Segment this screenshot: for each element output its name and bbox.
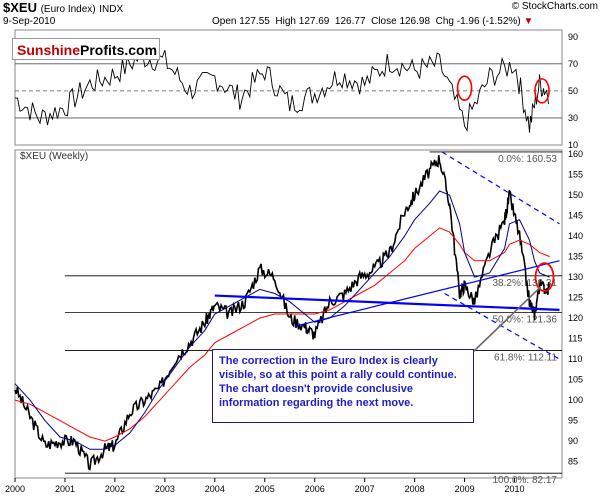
price-y-tick-label: 155 — [568, 170, 583, 180]
copyright: © StockCharts.com — [511, 1, 598, 12]
logo-part-1: Sunshine — [17, 42, 81, 58]
price-panel-label: $XEU (Weekly) — [20, 151, 88, 162]
chg-label: Chg — [435, 16, 454, 27]
rsi-highlight-circle — [456, 75, 473, 101]
rsi-y-tick-label: 70 — [568, 59, 578, 69]
open-value: 127.55 — [239, 16, 270, 27]
trendline — [214, 294, 560, 311]
rsi-y-tick-label: 90 — [568, 32, 578, 42]
trendline — [294, 260, 560, 327]
rsi-line — [14, 49, 549, 133]
logo-part-2: Profits.com — [80, 42, 158, 58]
x-tick-label: 2002 — [105, 484, 125, 494]
x-tick-label: 2008 — [405, 484, 425, 494]
moving-average-short — [14, 190, 550, 450]
fib-label: 0.0%: 160.53 — [498, 154, 557, 165]
high-value: 127.69 — [298, 16, 330, 27]
price-y-tick-label: 160 — [568, 149, 583, 159]
price-y-tick-label: 85 — [568, 457, 578, 467]
sunshine-profits-logo: SunshineProfits.com — [12, 38, 160, 60]
low-value: 126.77 — [334, 16, 366, 27]
x-tick-label: 2000 — [5, 484, 25, 494]
chart-date: 9-Sep-2010 — [3, 16, 56, 27]
down-arrow-icon: ▼ — [523, 16, 534, 27]
x-tick-label: 2010 — [505, 484, 525, 494]
price-y-tick-label: 105 — [568, 375, 583, 385]
price-y-tick-label: 115 — [568, 334, 582, 344]
trendline — [441, 151, 560, 225]
x-tick-label: 2001 — [55, 484, 75, 494]
high-label: High — [275, 16, 296, 27]
price-y-tick-label: 95 — [568, 416, 578, 426]
close-label: Close — [371, 16, 397, 27]
rsi-y-tick-label: 10 — [568, 140, 578, 150]
price-y-tick-label: 110 — [568, 354, 582, 364]
x-tick-label: 2005 — [255, 484, 275, 494]
x-tick-label: 2007 — [355, 484, 375, 494]
price-y-tick-label: 145 — [568, 211, 583, 221]
price-y-tick-label: 120 — [568, 313, 583, 323]
price-highlight-circle — [534, 262, 555, 293]
moving-average-long — [14, 227, 550, 442]
symbol-title: $XEU (Euro Index) INDX — [3, 0, 123, 15]
x-tick-label: 2003 — [155, 484, 175, 494]
chg-value: -1.96 (-1.52%) — [456, 16, 521, 27]
price-y-tick-label: 140 — [568, 231, 583, 241]
price-line — [14, 155, 551, 471]
close-value: 126.98 — [399, 16, 431, 27]
open-label: Open — [212, 16, 237, 27]
x-tick-label: 2006 — [305, 484, 325, 494]
quote-line: Open 127.55 High 127.69 126.77 Close 126… — [212, 16, 533, 27]
fib-label: 100.0%: 82.17 — [493, 475, 558, 486]
index-name: (Euro Index) — [40, 4, 96, 15]
exchange: INDX — [99, 4, 124, 15]
fib-label: 50.0%: 121.36 — [493, 315, 558, 326]
annotation-box: The correction in the Euro Index is clea… — [212, 349, 474, 423]
fib-label: 38.2%: 130.31 — [493, 278, 558, 289]
price-y-tick-label: 90 — [568, 436, 578, 446]
price-y-tick-label: 135 — [568, 252, 583, 262]
symbol: $XEU — [3, 0, 37, 15]
price-y-tick-label: 125 — [568, 293, 583, 303]
trendline — [444, 292, 560, 360]
rsi-highlight-circle — [534, 78, 550, 104]
x-tick-label: 2004 — [205, 484, 225, 494]
price-y-tick-label: 100 — [568, 395, 583, 405]
x-tick-label: 2009 — [455, 484, 475, 494]
rsi-y-tick-label: 30 — [568, 113, 578, 123]
price-y-tick-label: 130 — [568, 272, 583, 282]
price-y-tick-label: 150 — [568, 190, 583, 200]
rsi-y-tick-label: 50 — [568, 86, 578, 96]
fib-label: 61.8%: 112.11 — [494, 352, 557, 363]
